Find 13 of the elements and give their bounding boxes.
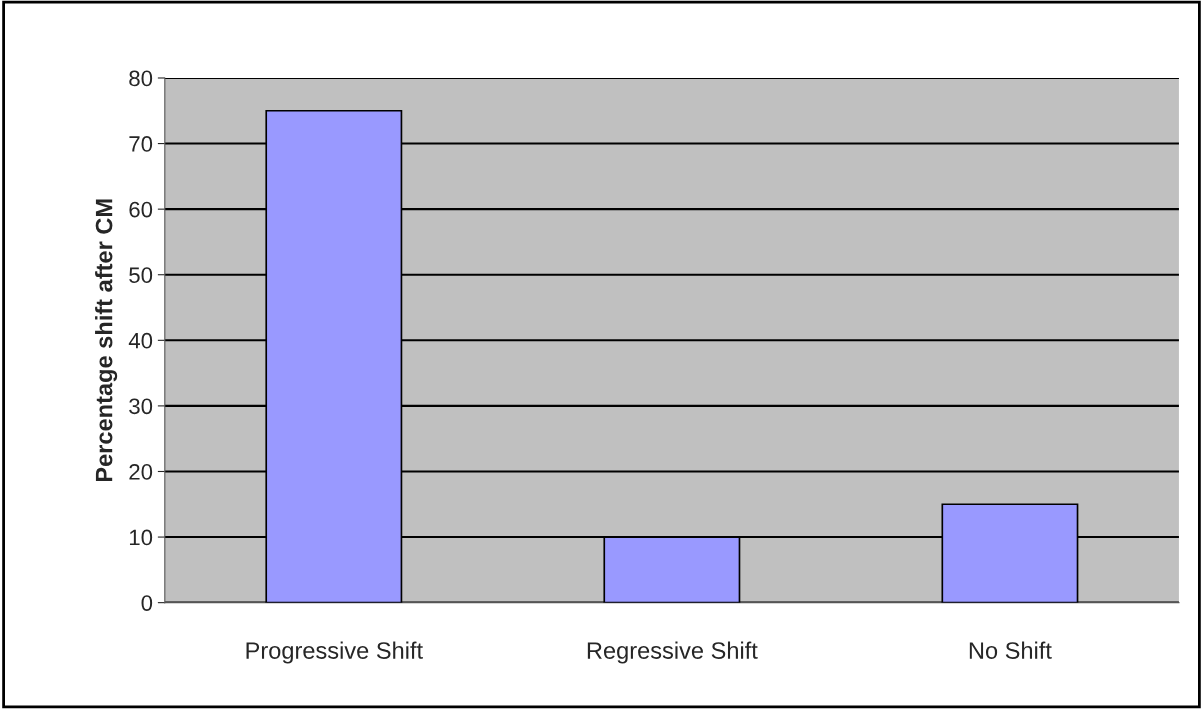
y-tick-label: 40: [128, 332, 153, 349]
y-tick-label: 80: [129, 70, 153, 87]
x-tick-label: Regressive Shift: [587, 641, 758, 664]
x-tick-label: Progressive Shift: [246, 641, 423, 664]
y-tick-label: 70: [129, 136, 153, 152]
x-tick-label: No Shift: [969, 641, 1052, 659]
y-tick-label: 30: [129, 398, 153, 415]
y-tick-label: 60: [129, 201, 153, 218]
y-tick-label: 10: [129, 529, 153, 546]
y-tick-label: 50: [129, 267, 153, 284]
y-axis-title: Percentage shift after CM: [95, 199, 118, 482]
y-tick-label: 0: [141, 595, 153, 611]
y-tick-label: 20: [129, 464, 153, 480]
